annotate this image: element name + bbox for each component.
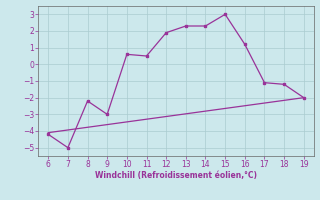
X-axis label: Windchill (Refroidissement éolien,°C): Windchill (Refroidissement éolien,°C) <box>95 171 257 180</box>
